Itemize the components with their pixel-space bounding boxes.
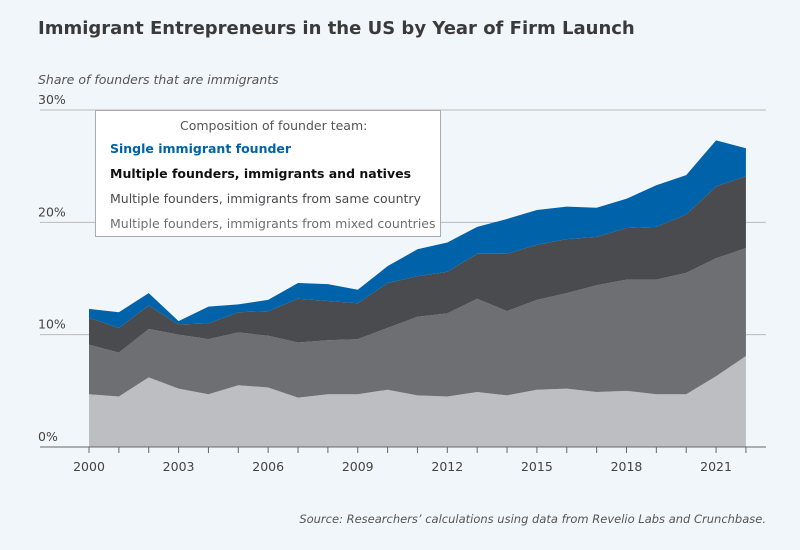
- x-tick-label: 2006: [252, 459, 284, 474]
- legend-item-immigrants-and-natives: Multiple founders, immigrants and native…: [110, 166, 412, 181]
- legend-title: Composition of founder team:: [180, 118, 368, 133]
- legend: Composition of founder team: Single immi…: [95, 110, 441, 237]
- x-tick-label: 2012: [431, 459, 463, 474]
- legend-item-single-immigrant: Single immigrant founder: [110, 141, 292, 156]
- x-tick-label: 2015: [521, 459, 553, 474]
- y-tick-label: 0%: [38, 429, 58, 444]
- y-tick-label: 10%: [38, 317, 66, 332]
- x-tick-label: 2009: [342, 459, 374, 474]
- x-tick-label: 2000: [73, 459, 105, 474]
- area-series-1: [89, 248, 746, 398]
- area-series-3: [89, 140, 746, 328]
- y-tick-label: 20%: [38, 204, 66, 219]
- source-note: Source: Researchers’ calculations using …: [299, 512, 766, 526]
- x-tick-label: 2021: [700, 459, 732, 474]
- chart-title: Immigrant Entrepreneurs in the US by Yea…: [38, 18, 635, 39]
- legend-item-same-country: Multiple founders, immigrants from same …: [110, 191, 421, 206]
- x-tick-label: 2003: [163, 459, 195, 474]
- y-axis-label: Share of founders that are immigrants: [38, 72, 279, 87]
- area-series-0: [89, 356, 746, 447]
- legend-item-mixed-countries: Multiple founders, immigrants from mixed…: [110, 216, 436, 231]
- y-tick-label: 30%: [38, 92, 66, 107]
- x-tick-label: 2018: [611, 459, 643, 474]
- area-series-2: [89, 176, 746, 353]
